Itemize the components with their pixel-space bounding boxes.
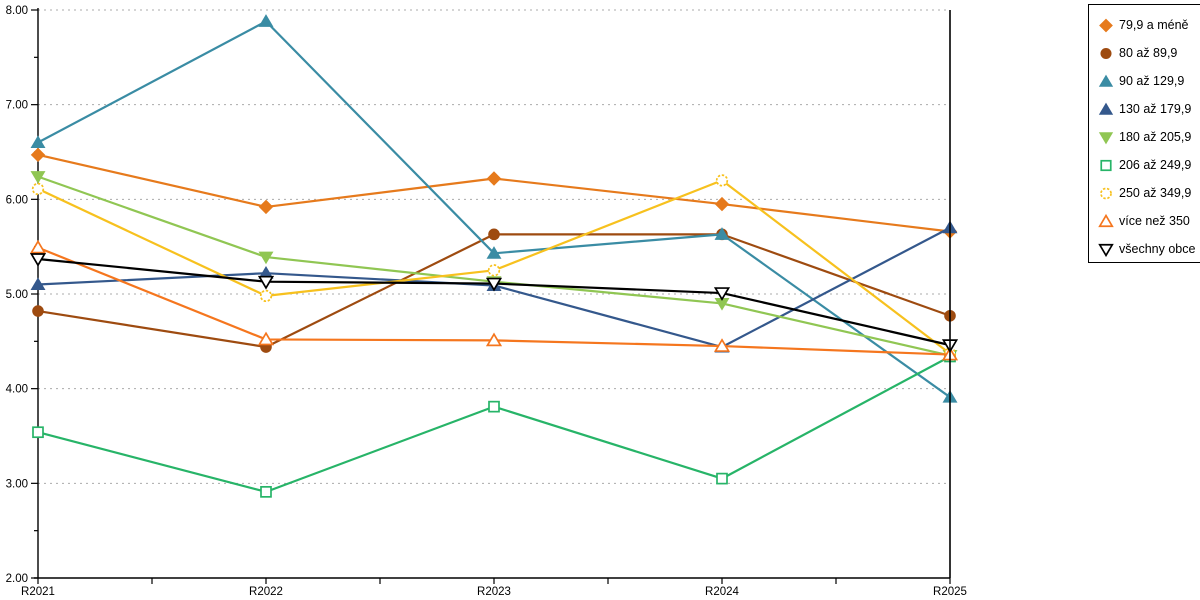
x-tick-label: R2022	[249, 586, 283, 598]
square-marker	[488, 400, 500, 413]
triangle-down-marker	[1098, 132, 1114, 145]
circle-marker	[487, 264, 501, 277]
legend-item: 180 až 205,9	[1098, 123, 1200, 151]
series-9	[29, 253, 959, 353]
legend-label: 206 až 249,9	[1119, 158, 1192, 172]
triangle-down-marker	[258, 251, 274, 265]
x-tick-label: R2025	[933, 586, 967, 598]
triangle-up-marker	[1098, 74, 1114, 87]
legend-item: 80 až 89,9	[1098, 39, 1200, 67]
diamond-marker	[714, 196, 730, 212]
legend-item: více než 350	[1098, 207, 1200, 235]
legend-item: 79,9 a méně	[1098, 11, 1200, 39]
triangle-up-marker	[30, 277, 46, 291]
triangle-up-marker	[485, 332, 503, 347]
y-tick-label: 6.00	[6, 194, 28, 206]
y-tick-label: 5.00	[6, 289, 28, 301]
legend-item: 250 až 349,9	[1098, 179, 1200, 207]
triangle-down-marker	[29, 253, 47, 267]
diamond-legend-icon	[1098, 17, 1114, 33]
triangle-up-marker	[713, 338, 731, 352]
x-tick-label: R2023	[477, 586, 511, 598]
triangle-up-marker	[257, 331, 275, 346]
y-tick-label: 3.00	[6, 478, 28, 490]
series-line	[37, 355, 951, 493]
diamond-marker	[1099, 18, 1113, 33]
triangle-up-marker	[1098, 213, 1114, 228]
legend-label: 250 až 349,9	[1119, 186, 1192, 200]
circle-marker	[259, 289, 273, 303]
square-marker	[1100, 159, 1112, 172]
circle-legend-icon	[1098, 185, 1114, 201]
triangle-up-marker	[30, 135, 46, 149]
x-axis: R2021 R2022 R2023 R2024 R2025	[21, 577, 967, 598]
y-tick-label: 4.00	[6, 384, 28, 396]
legend-label: 80 až 89,9	[1119, 46, 1178, 60]
square-marker	[260, 486, 272, 498]
circle-marker	[715, 174, 729, 187]
triangle-down-marker	[30, 171, 46, 184]
legend: 79,9 a méně 80 až 89,9 90 až 129,9 130 až 1…	[1088, 4, 1200, 263]
triangle-up-marker	[258, 14, 274, 27]
legend-label: 79,9 a méně	[1119, 18, 1189, 32]
triangle-up-marker	[1098, 102, 1114, 115]
circle-marker	[32, 305, 44, 317]
legend-item: 90 až 129,9	[1098, 67, 1200, 95]
diamond-marker	[258, 199, 274, 215]
legend-item: 206 až 249,9	[1098, 151, 1200, 179]
series-6	[32, 350, 956, 498]
series-7	[31, 174, 957, 360]
series-1	[30, 147, 958, 239]
legend-label: 180 až 205,9	[1119, 130, 1192, 144]
circle-marker	[1100, 187, 1112, 200]
triangle-up-legend-icon	[1098, 213, 1114, 229]
legend-label: všechny obce	[1119, 242, 1196, 256]
circle-marker	[488, 228, 500, 241]
series-8	[29, 239, 959, 361]
circle-legend-icon	[1098, 45, 1114, 61]
square-marker	[716, 472, 728, 485]
diamond-marker	[486, 171, 502, 186]
legend-item: 130 až 179,9	[1098, 95, 1200, 123]
legend-label: 90 až 129,9	[1119, 74, 1185, 88]
triangle-down-legend-icon	[1098, 129, 1114, 145]
series-3	[30, 14, 958, 403]
y-tick-label: 7.00	[6, 100, 28, 112]
gridlines	[38, 9, 950, 484]
triangle-down-marker	[1098, 243, 1114, 258]
triangle-up-marker	[29, 239, 47, 254]
x-tick-label: R2024	[705, 586, 739, 598]
triangle-down-marker	[485, 277, 503, 292]
triangle-up-legend-icon	[1098, 73, 1114, 89]
triangle-up-legend-icon	[1098, 101, 1114, 117]
circle-marker	[1100, 47, 1112, 60]
triangle-down-marker	[257, 275, 275, 290]
series-line	[37, 153, 951, 233]
y-axis: 2.00 3.00 4.00 5.00 6.00 7.00 8.00	[6, 5, 39, 585]
legend-item: všechny obce	[1098, 235, 1200, 263]
square-marker	[32, 426, 44, 439]
diamond-marker	[30, 147, 46, 163]
legend-label: 130 až 179,9	[1119, 102, 1192, 116]
triangle-up-marker	[486, 246, 502, 259]
y-tick-label: 8.00	[6, 5, 28, 17]
circle-marker	[31, 182, 45, 196]
square-legend-icon	[1098, 157, 1114, 173]
x-tick-label: R2021	[21, 586, 55, 598]
triangle-down-legend-icon	[1098, 241, 1114, 258]
legend-label: více než 350	[1119, 214, 1190, 228]
y-tick-label: 2.00	[6, 573, 28, 585]
triangle-up-marker	[714, 227, 730, 240]
triangle-down-marker	[713, 287, 731, 301]
